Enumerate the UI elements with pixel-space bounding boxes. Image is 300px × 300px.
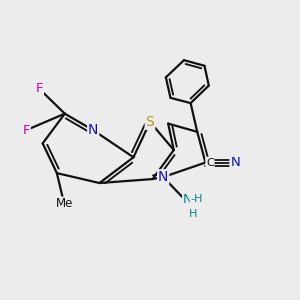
Text: N: N xyxy=(88,123,98,137)
Text: -H: -H xyxy=(190,194,203,204)
Text: F: F xyxy=(36,82,43,95)
Text: N: N xyxy=(230,156,240,169)
Text: N: N xyxy=(182,193,192,206)
Text: N: N xyxy=(158,170,168,184)
Text: S: S xyxy=(146,115,154,129)
Text: C: C xyxy=(206,158,214,167)
Text: Me: Me xyxy=(56,197,73,210)
Text: H: H xyxy=(188,209,197,219)
Text: F: F xyxy=(22,124,30,137)
